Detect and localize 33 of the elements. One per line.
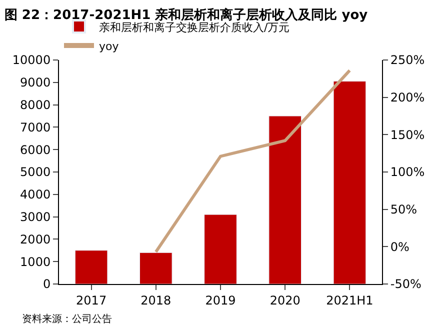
legend-label: yoy: [99, 40, 120, 53]
y2-tick-label: 250%: [390, 53, 425, 68]
y-tick-label: 1000: [20, 254, 51, 269]
bar: [333, 81, 366, 284]
bar: [268, 116, 302, 284]
y2-tick-label: 100%: [390, 165, 425, 180]
bar: [74, 250, 108, 284]
y-tick-label: 9000: [20, 76, 51, 90]
y-tick-label: 3000: [20, 210, 51, 224]
y2-tick-label: -50%: [390, 277, 422, 292]
y-tick-label: 5000: [20, 165, 51, 180]
legend-label: 亲和层析和离子交换层析介质收入/万元: [99, 20, 290, 34]
chart-title: 图 22：2017-2021H1 亲和层析和离子层析收入及同比 yoy: [4, 6, 368, 23]
x-tick-label: 2019: [205, 293, 236, 308]
x-tick-label: 2021H1: [326, 293, 374, 308]
bar: [204, 214, 237, 284]
y-tick-label: 7000: [20, 120, 51, 134]
y2-tick-label: 200%: [390, 90, 425, 105]
y-tick-label: 6000: [20, 142, 51, 157]
x-tick-label: 2020: [270, 293, 300, 308]
line-series: [154, 68, 352, 254]
x-tick-label: 2017: [76, 293, 107, 308]
y-tick-label: 8000: [20, 98, 51, 112]
y-tick-label: 0: [42, 277, 51, 292]
y-tick-label: 10000: [12, 53, 51, 68]
y2-tick-label: 0%: [390, 240, 410, 254]
bar: [140, 252, 172, 284]
x-tick-label: 2018: [140, 293, 172, 308]
y-tick-label: 2000: [20, 232, 51, 246]
y2-tick-label: 150%: [390, 128, 425, 142]
y2-tick-label: 50%: [390, 202, 418, 217]
text: 资料来源：公司公告: [22, 313, 112, 325]
y-tick-label: 4000: [20, 188, 51, 202]
